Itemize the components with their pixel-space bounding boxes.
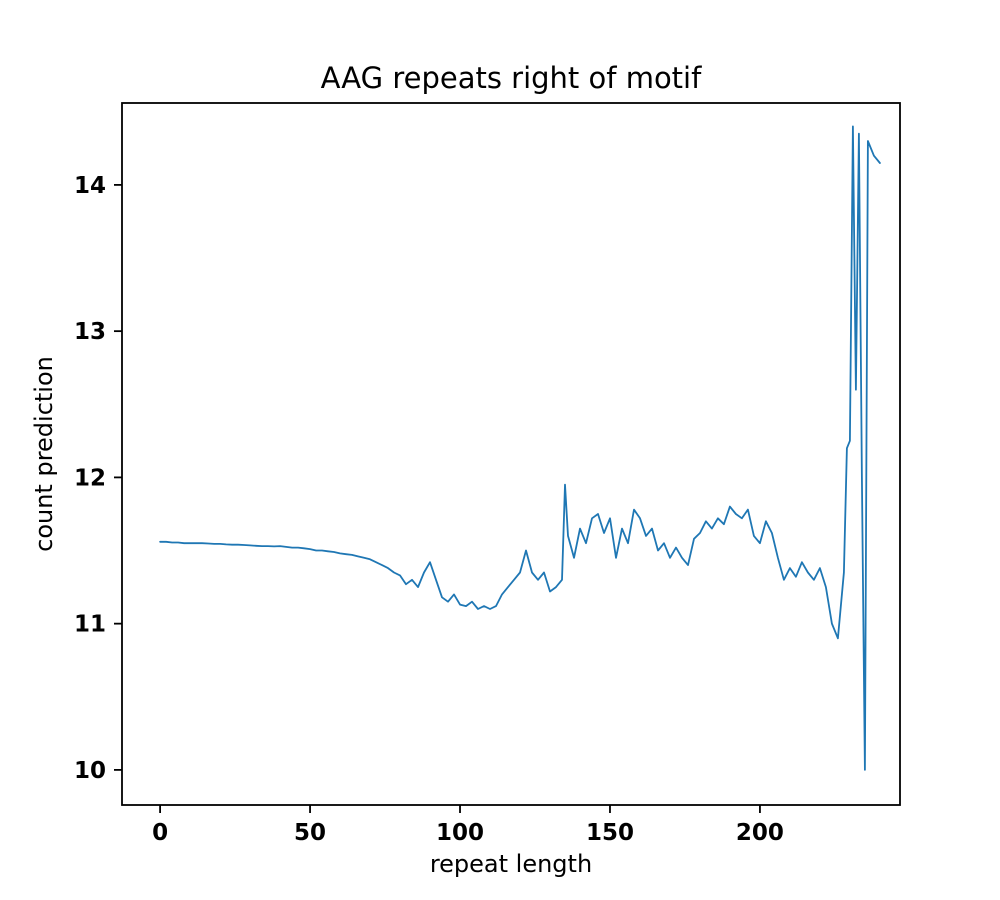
chart-title: AAG repeats right of motif [321, 61, 702, 95]
y-ticks: 10 11 12 13 14 [74, 173, 122, 784]
x-tick-label: 150 [586, 820, 634, 846]
x-tick-label: 200 [736, 820, 784, 846]
y-tick-label: 10 [74, 758, 106, 784]
x-axis-label: repeat length [430, 850, 592, 878]
x-tick-label: 0 [152, 820, 168, 846]
x-ticks: 0 50 100 150 200 [152, 805, 784, 846]
y-tick-label: 12 [74, 465, 106, 491]
y-axis-label: count prediction [30, 356, 58, 552]
y-tick-label: 11 [74, 612, 106, 638]
y-tick-label: 14 [74, 173, 106, 199]
y-tick-label: 13 [74, 319, 106, 345]
x-tick-label: 100 [436, 820, 484, 846]
x-tick-label: 50 [294, 820, 326, 846]
axes-frame [121, 102, 901, 806]
series-line [159, 125, 881, 771]
